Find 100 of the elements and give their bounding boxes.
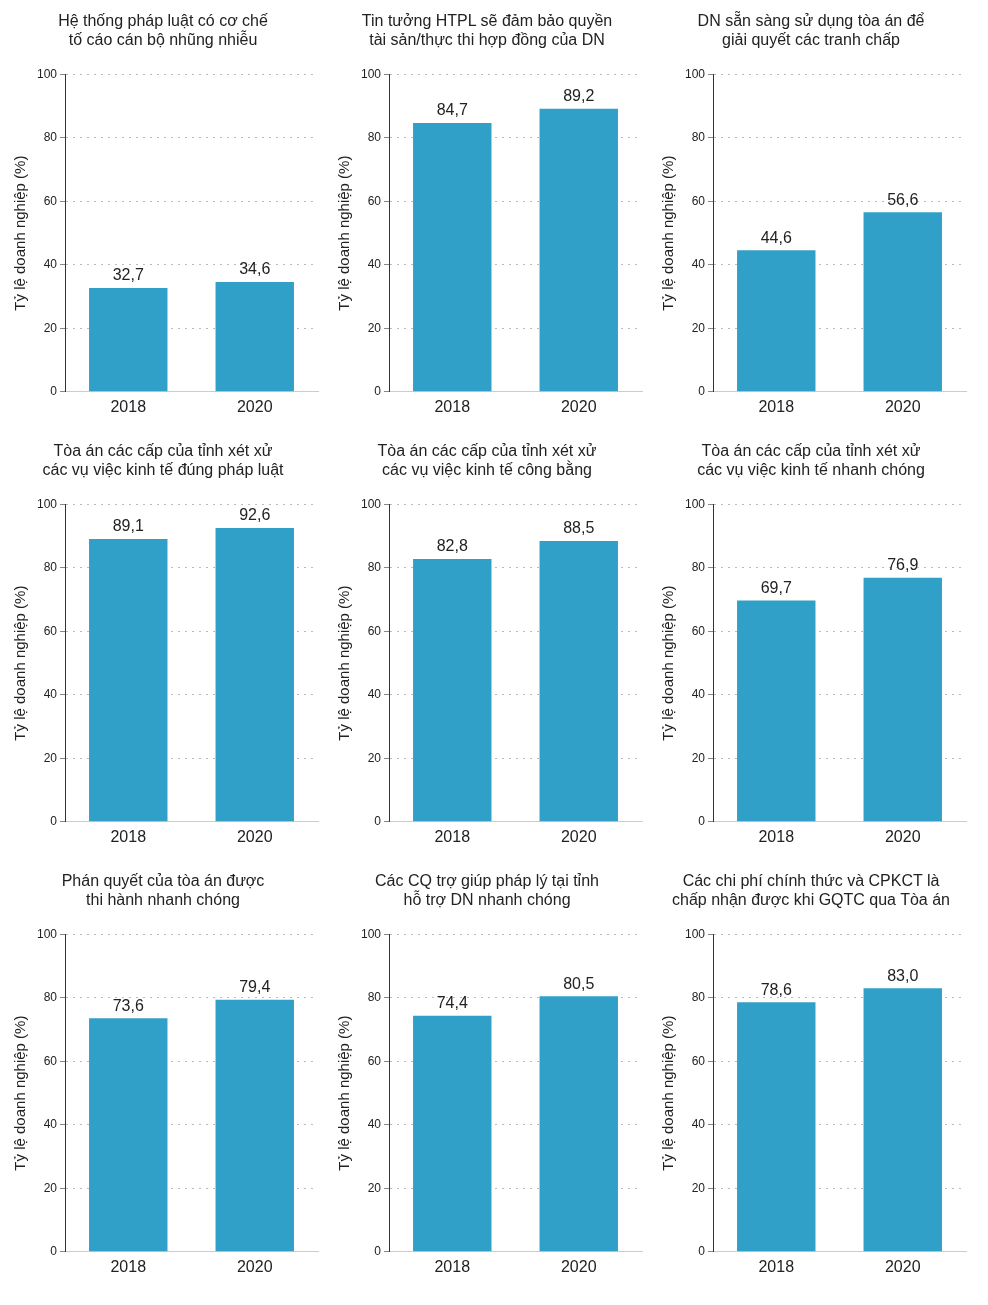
y-tick-label: 40 [43, 257, 58, 272]
y-tick-label: 60 [691, 623, 706, 638]
chart-title: Tòa án các cấp của tỉnh xét xử các vụ việc kinh tế công bằng [377, 442, 597, 479]
y-tick-label: 20 [367, 1180, 382, 1195]
y-tick-label: 20 [367, 320, 382, 335]
y-tick-label: 100 [684, 66, 706, 81]
x-tick-label: 2020 [236, 827, 273, 845]
y-tick-label: 100 [36, 496, 58, 511]
data-label: 69,7 [760, 578, 792, 596]
y-tick-label: 100 [684, 926, 706, 941]
x-tick-label: 2020 [560, 827, 597, 845]
chart-title: DN sẵn sàng sử dụng tòa án để giải quyết các tranh chấp [697, 11, 925, 49]
y-tick-label: 40 [691, 257, 706, 272]
x-tick-label: 2020 [236, 397, 273, 415]
chart-title: Tòa án các cấp của tỉnh xét xử các vụ việc kinh tế đúng pháp luật [42, 442, 285, 479]
y-tick-label: 60 [43, 623, 58, 638]
x-tick-label: 2020 [560, 1257, 597, 1275]
data-label: 88,5 [563, 519, 595, 537]
chart-title: Các CQ trợ giúp pháp lý tại tỉnh hỗ trợ DN nhanh chóng [375, 872, 599, 909]
x-tick-label: 2018 [758, 397, 795, 415]
y-tick-label: 0 [374, 814, 382, 829]
y-tick-label: 0 [50, 814, 58, 829]
data-label: 76,9 [887, 556, 919, 574]
data-label: 78,6 [760, 980, 792, 998]
x-tick-label: 2020 [236, 1257, 273, 1275]
data-label: 56,6 [887, 190, 919, 208]
chart-title: Hệ thống pháp luật có cơ chế tố cáo cán bộ nhũng nhiễu [58, 12, 268, 49]
y-tick-label: 80 [691, 990, 706, 1005]
y-tick-label: 60 [43, 1053, 58, 1068]
y-tick-label: 40 [691, 1117, 706, 1132]
y-tick-label: 0 [374, 1244, 382, 1259]
data-label: 82,8 [436, 537, 468, 555]
y-tick-label: 80 [43, 990, 58, 1005]
data-label: 79,4 [239, 978, 271, 996]
y-tick-label: 60 [691, 1053, 706, 1068]
y-tick-label: 100 [360, 496, 382, 511]
y-tick-label: 0 [374, 384, 382, 399]
y-tick-label: 60 [691, 193, 706, 208]
y-tick-label: 40 [367, 687, 382, 702]
data-label: 92,6 [239, 506, 271, 524]
y-tick-label: 0 [698, 384, 706, 399]
data-label: 89,2 [563, 87, 595, 105]
y-tick-label: 0 [698, 814, 706, 829]
y-axis-title: Tỷ lệ doanh nghiệp (%) [659, 585, 677, 741]
y-tick-label: 80 [367, 560, 382, 575]
y-axis-title: Tỷ lệ doanh nghiệp (%) [659, 1015, 677, 1171]
y-tick-label: 80 [367, 130, 382, 145]
y-tick-label: 60 [367, 193, 382, 208]
y-tick-label: 40 [43, 1117, 58, 1132]
x-tick-label: 2018 [434, 827, 471, 845]
data-label: 32,7 [112, 266, 144, 284]
y-tick-label: 60 [43, 193, 58, 208]
y-axis-title: Tỷ lệ doanh nghiệp (%) [11, 585, 29, 741]
data-label: 74,4 [436, 994, 468, 1012]
chart-title: Tòa án các cấp của tỉnh xét xử các vụ việc kinh tế nhanh chóng [697, 442, 925, 479]
y-tick-label: 80 [691, 560, 706, 575]
x-tick-label: 2018 [758, 1257, 795, 1275]
y-tick-label: 20 [691, 320, 706, 335]
data-label: 83,0 [887, 966, 919, 984]
chart-title: Tin tưởng HTPL sẽ đảm bảo quyền tài sản/thực thi hợp đồng của DN [361, 12, 613, 49]
y-tick-label: 0 [50, 384, 58, 399]
y-tick-label: 40 [691, 687, 706, 702]
y-tick-label: 20 [43, 320, 58, 335]
data-label: 34,6 [239, 260, 271, 278]
data-label: 89,1 [112, 517, 144, 535]
y-tick-label: 100 [360, 66, 382, 81]
y-tick-label: 40 [367, 257, 382, 272]
y-tick-label: 20 [367, 750, 382, 765]
data-label: 80,5 [563, 974, 595, 992]
data-label: 44,6 [760, 228, 792, 246]
y-axis-title: Tỷ lệ doanh nghiệp (%) [335, 1015, 353, 1171]
y-tick-label: 100 [684, 496, 706, 511]
x-tick-label: 2018 [434, 1257, 471, 1275]
y-tick-label: 20 [691, 750, 706, 765]
y-tick-label: 80 [43, 560, 58, 575]
y-tick-label: 60 [367, 623, 382, 638]
x-tick-label: 2018 [758, 827, 795, 845]
y-tick-label: 80 [43, 130, 58, 145]
x-tick-label: 2020 [884, 397, 921, 415]
x-tick-label: 2018 [110, 827, 147, 845]
x-tick-label: 2020 [560, 397, 597, 415]
y-tick-label: 80 [367, 990, 382, 1005]
x-tick-label: 2020 [884, 827, 921, 845]
x-tick-label: 2020 [884, 1257, 921, 1275]
y-axis-title: Tỷ lệ doanh nghiệp (%) [335, 585, 353, 741]
y-axis-title: Tỷ lệ doanh nghiệp (%) [11, 155, 29, 311]
y-tick-label: 0 [50, 1244, 58, 1259]
data-label: 84,7 [436, 101, 468, 119]
y-axis-title: Tỷ lệ doanh nghiệp (%) [659, 155, 677, 311]
y-tick-label: 100 [36, 926, 58, 941]
x-tick-label: 2018 [434, 397, 471, 415]
chart-title: Các chi phí chính thức và CPKCT là chấp nhận được khi GQTC qua Tòa án [672, 872, 950, 909]
y-tick-label: 40 [367, 1117, 382, 1132]
y-tick-label: 60 [367, 1053, 382, 1068]
y-axis-title: Tỷ lệ doanh nghiệp (%) [335, 155, 353, 311]
y-axis-title: Tỷ lệ doanh nghiệp (%) [11, 1015, 29, 1171]
data-label: 73,6 [112, 996, 144, 1014]
y-tick-label: 80 [691, 130, 706, 145]
x-tick-label: 2018 [110, 1257, 147, 1275]
x-tick-label: 2018 [110, 397, 147, 415]
